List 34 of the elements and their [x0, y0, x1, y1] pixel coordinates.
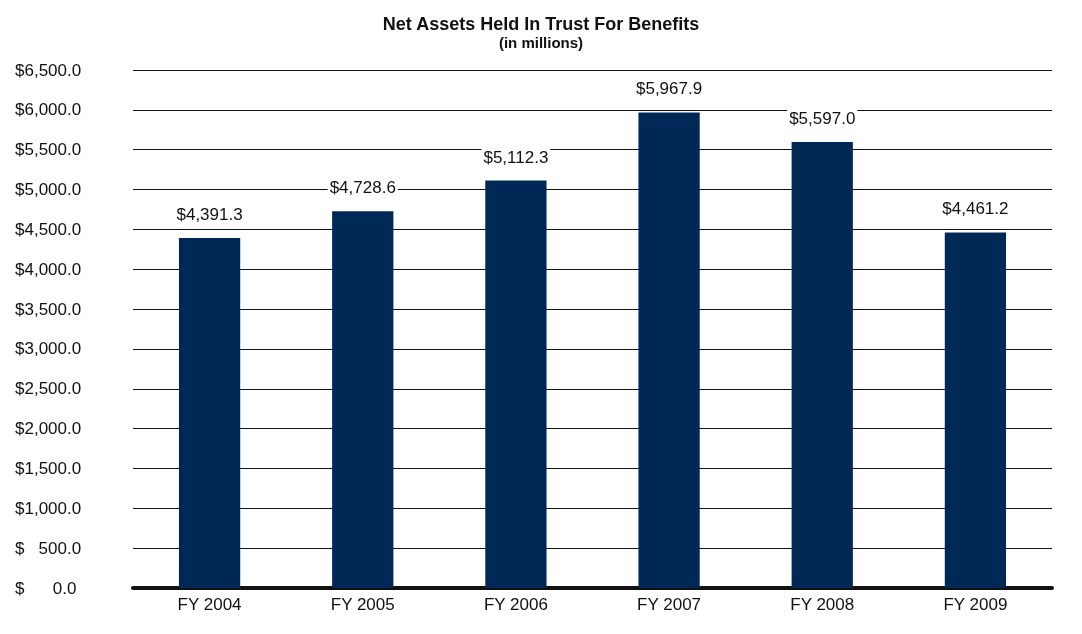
- bar: [638, 112, 700, 588]
- chart-title: Net Assets Held In Trust For Benefits: [382, 14, 700, 34]
- bar: [944, 232, 1007, 588]
- y-tick-label: $4,000.0: [15, 259, 82, 279]
- data-label: $4,728.6: [329, 178, 396, 198]
- x-tick-label: FY 2005: [330, 595, 395, 614]
- y-tick-label: $5,000.0: [15, 180, 82, 200]
- x-tick-label: FY 2008: [790, 595, 855, 614]
- y-tick-label: $4,500.0: [15, 219, 82, 239]
- x-tick-label: FY 2007: [637, 595, 702, 614]
- x-tick-label: FY 2009: [943, 595, 1008, 614]
- y-tick-label: $3,500.0: [15, 299, 82, 319]
- y-tick-label: $6,500.0: [15, 60, 82, 80]
- y-tick-label: $2,000.0: [15, 419, 82, 439]
- x-tick-label: FY 2004: [177, 595, 242, 614]
- y-tick-label: $6,000.0: [15, 100, 82, 120]
- data-label: $4,461.2: [942, 199, 1009, 219]
- data-label: $4,391.3: [176, 205, 243, 225]
- y-tick-label: $ 500.0: [15, 538, 82, 558]
- y-tick-label: $5,500.0: [15, 140, 82, 160]
- y-tick-label: $1,000.0: [15, 498, 82, 518]
- y-tick-label: $3,000.0: [15, 339, 82, 359]
- y-tick-label: $2,500.0: [15, 379, 82, 399]
- y-tick-label: $ 0.0: [15, 578, 77, 598]
- chart-subtitle: (in millions): [498, 34, 584, 51]
- data-label: $5,112.3: [483, 147, 549, 167]
- bar: [332, 211, 394, 588]
- y-tick-label: $1,500.0: [15, 458, 82, 478]
- bar: [791, 141, 853, 588]
- data-label: $5,967.9: [635, 79, 703, 99]
- bar: [485, 180, 547, 588]
- bar: [178, 238, 241, 588]
- x-tick-label: FY 2006: [483, 595, 548, 614]
- data-label: $5,597.0: [789, 108, 856, 128]
